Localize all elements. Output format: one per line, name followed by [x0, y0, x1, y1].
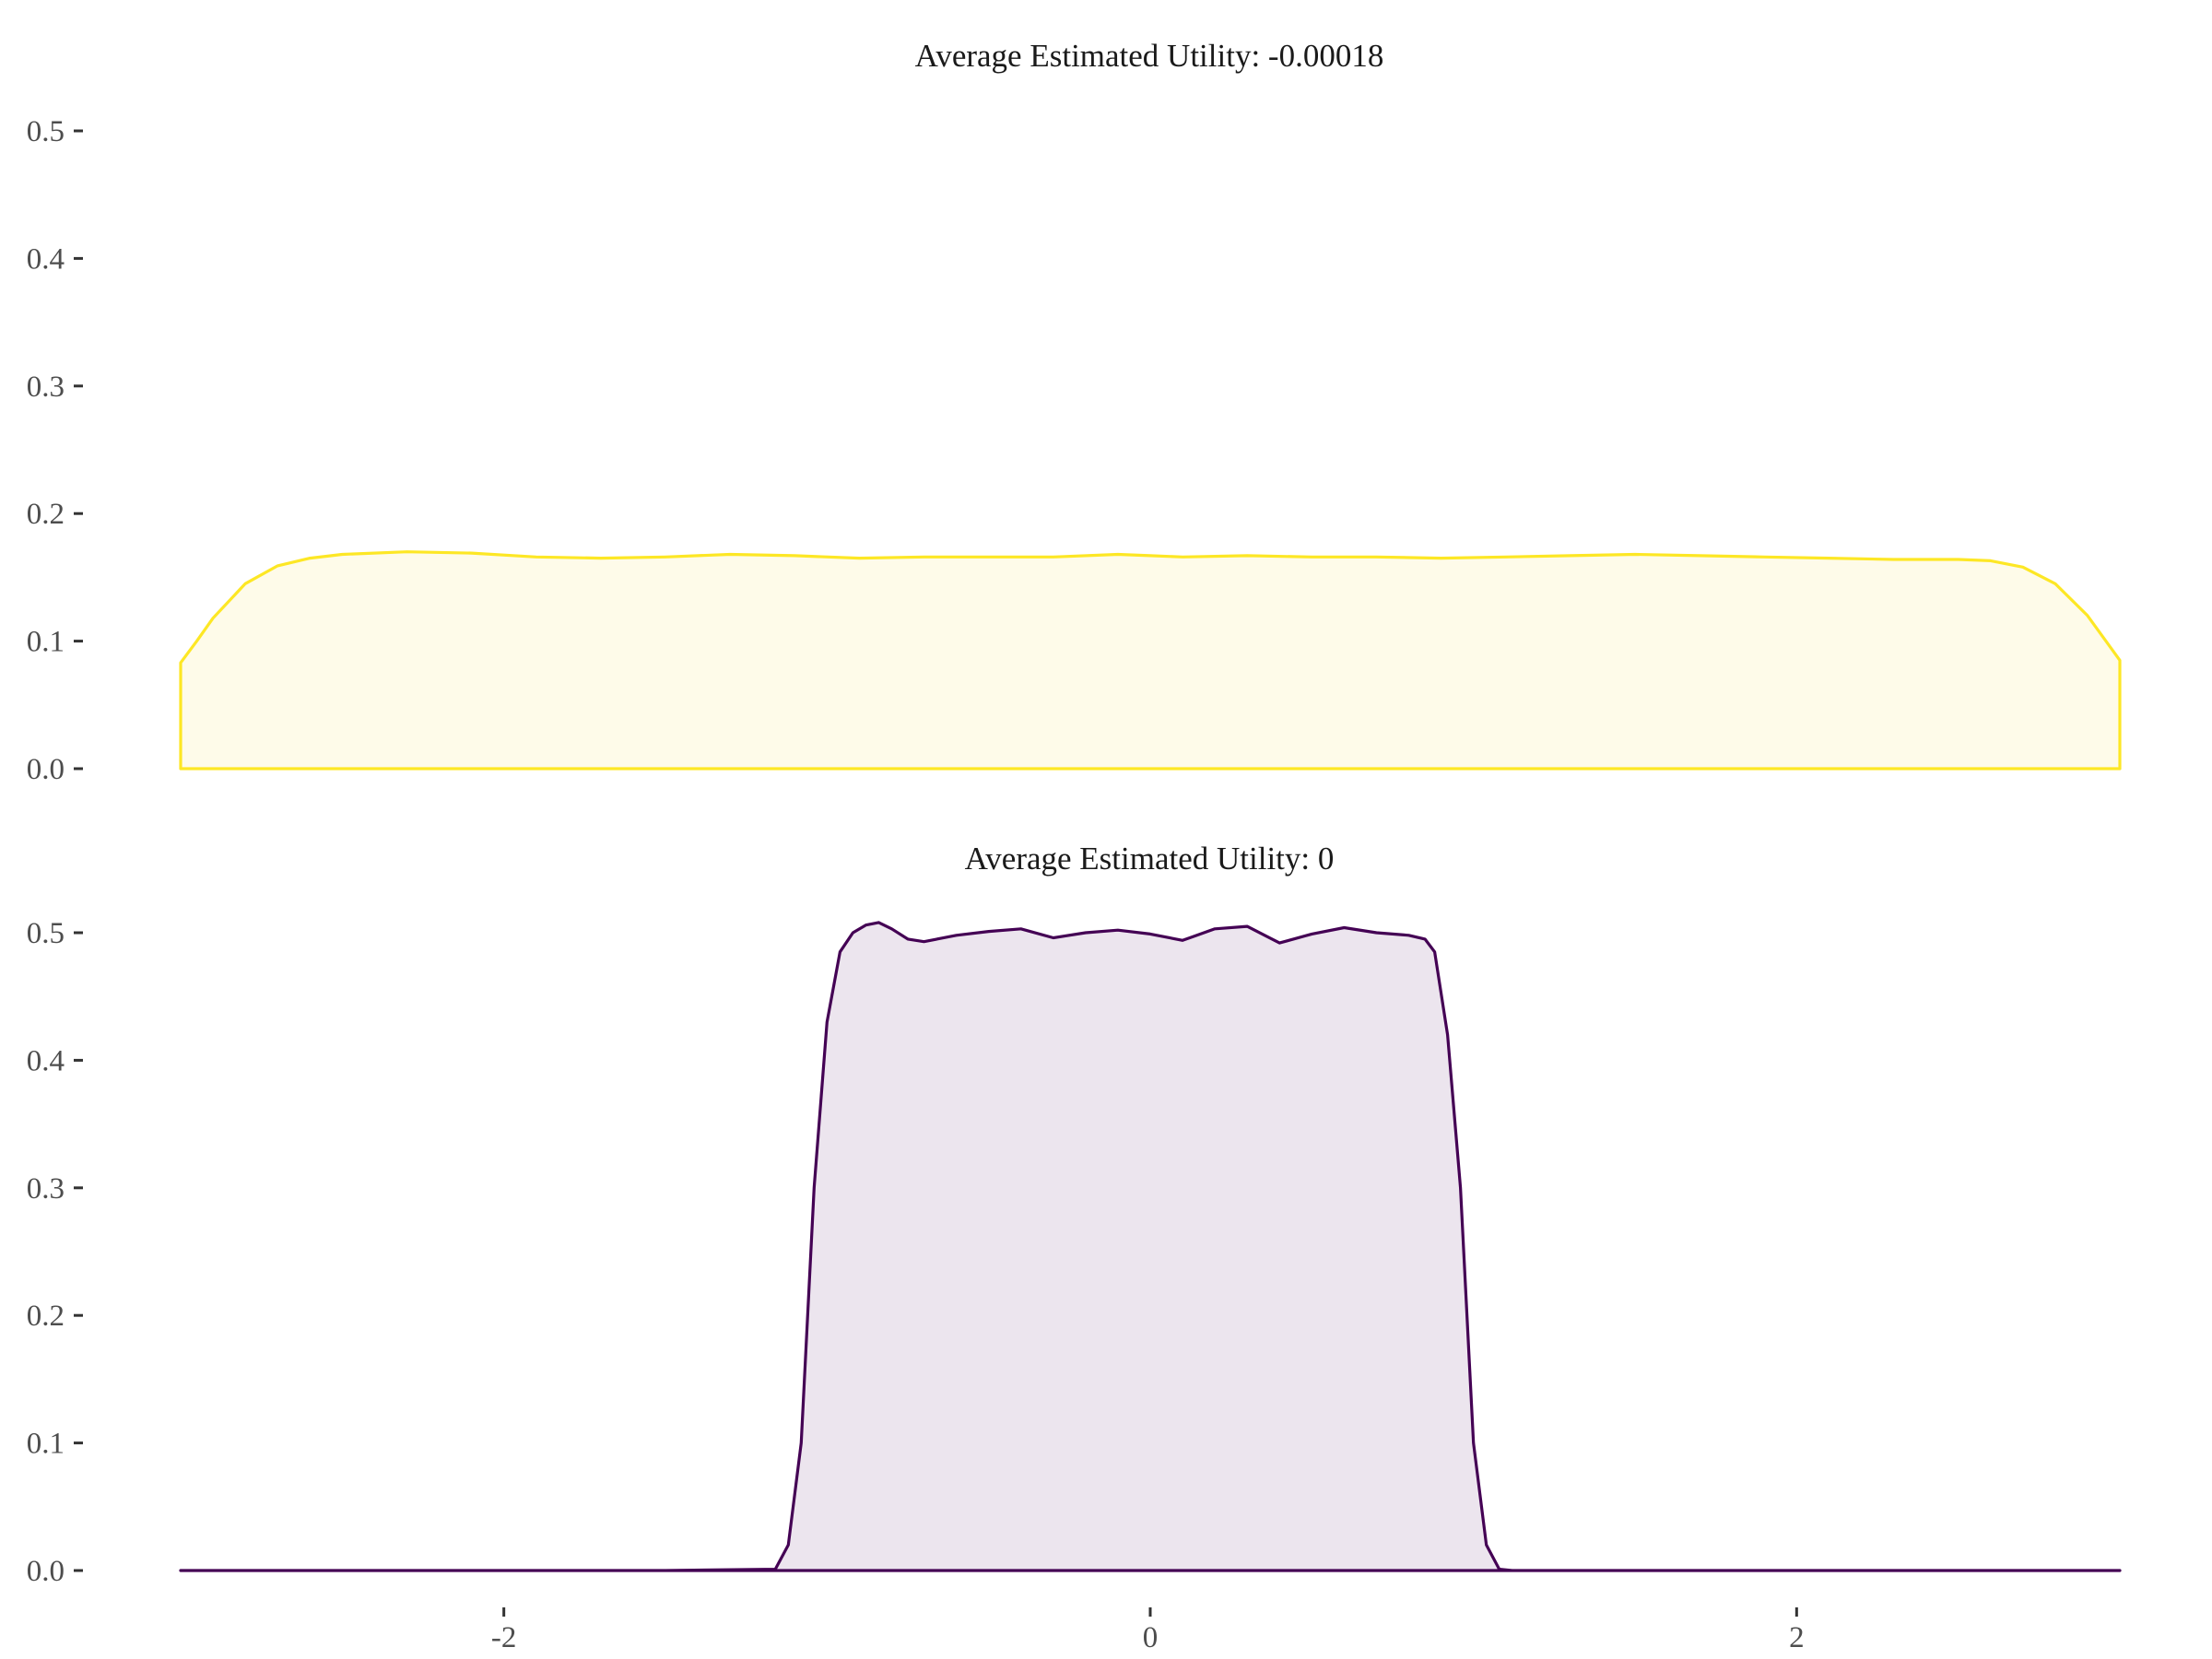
- facet-panel-bottom: Average Estimated Utility: 0 0.00.10.20.…: [27, 841, 2122, 1654]
- y-tick-label: 0.0: [27, 753, 65, 786]
- y-axis-bottom: 0.0 0.1 0.2 0.3 0.4 0.5: [27, 917, 83, 1588]
- y-tick-label: 0.1: [27, 1428, 65, 1461]
- x-tick-label: 2: [1789, 1621, 1805, 1654]
- y-tick-label: 0.3: [27, 371, 65, 404]
- y-tick-label: 0.2: [27, 1300, 65, 1333]
- y-tick-label: 0.0: [27, 1555, 65, 1588]
- x-axis-bottom: -2 0 2: [491, 1607, 1805, 1654]
- y-tick-label: 0.5: [27, 115, 65, 148]
- x-tick-label: 0: [1143, 1621, 1159, 1654]
- y-tick-label: 0.2: [27, 498, 65, 531]
- density-area-top: [179, 550, 2122, 771]
- facet-title-top: Average Estimated Utility: -0.00018: [915, 38, 1384, 74]
- density-area-bottom: [179, 921, 2122, 1572]
- y-tick-label: 0.4: [27, 242, 65, 276]
- y-axis-top: 0.0 0.1 0.2 0.3 0.4 0.5: [27, 115, 83, 786]
- density-area: [179, 921, 2122, 1572]
- y-tick-label: 0.4: [27, 1044, 65, 1077]
- facet-title-bottom: Average Estimated Utility: 0: [965, 841, 1335, 877]
- y-tick-label: 0.3: [27, 1172, 65, 1206]
- density-area: [179, 550, 2122, 771]
- y-tick-label: 0.5: [27, 917, 65, 950]
- x-tick-label: -2: [491, 1621, 517, 1654]
- y-tick-label: 0.1: [27, 626, 65, 659]
- facet-panel-top: Average Estimated Utility: -0.00018 0.00…: [27, 38, 2122, 786]
